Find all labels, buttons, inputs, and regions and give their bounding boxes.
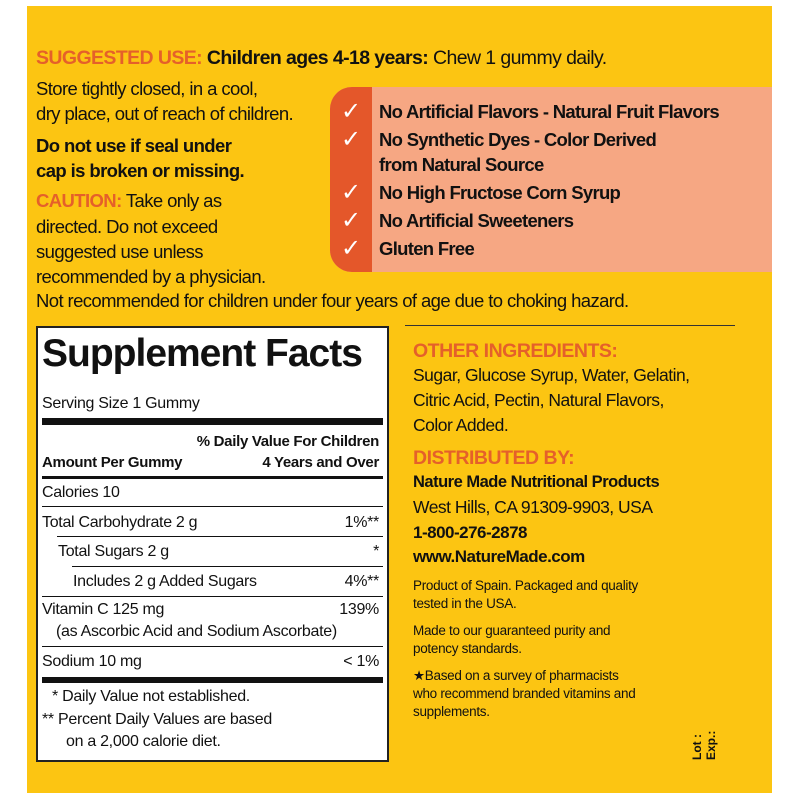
row-sugars-dv: * xyxy=(373,543,379,560)
footnote-1: * Daily Value not established. xyxy=(52,688,250,705)
ingredients-label: OTHER INGREDIENTS: xyxy=(413,340,618,362)
footnote-2: ** Percent Daily Values are based xyxy=(42,711,272,728)
claims-box: ✓ ✓ ✓ ✓ ✓ No Artificial Flavors - Natura… xyxy=(330,87,772,272)
purity-line: potency standards. xyxy=(413,641,522,656)
claim-item-cont: from Natural Source xyxy=(379,154,544,175)
lot-label: Lot : xyxy=(690,734,704,760)
seal-warning-2: cap is broken or missing. xyxy=(36,160,245,181)
caution-line-1: CAUTION: Take only as xyxy=(36,190,222,212)
suggested-use: SUGGESTED USE: Children ages 4-18 years:… xyxy=(36,47,607,70)
phone-number: 1-800-276-2878 xyxy=(413,523,527,542)
divider-line xyxy=(405,325,735,326)
store-line-2: dry place, out of reach of children. xyxy=(36,103,294,124)
row-vitamin-c-source: (as Ascorbic Acid and Sodium Ascorbate) xyxy=(56,623,337,640)
lot-exp-stamp: Lot : Exp.: xyxy=(690,731,718,760)
company-name: Nature Made Nutritional Products xyxy=(413,473,660,491)
claim-item: No Artificial Flavors - Natural Fruit Fl… xyxy=(379,101,720,122)
thick-divider xyxy=(42,677,383,683)
row-vitamin-c-dv: 139% xyxy=(339,601,379,618)
row-calories: Calories 10 xyxy=(42,484,120,501)
divider xyxy=(42,476,383,479)
ingredients-line: Color Added. xyxy=(413,415,509,435)
row-sugars: Total Sugars 2 g xyxy=(58,543,169,560)
website: www.NatureMade.com xyxy=(413,547,585,566)
store-line-1: Store tightly closed, in a cool, xyxy=(36,78,258,99)
suggested-use-text: Chew 1 gummy daily. xyxy=(432,47,607,69)
claim-item: No High Fructose Corn Syrup xyxy=(379,182,621,203)
row-carbohydrate-dv: 1%** xyxy=(344,514,380,531)
thick-divider xyxy=(42,418,383,425)
caution-text: Take only as xyxy=(125,190,222,211)
caution-label: CAUTION: xyxy=(36,190,122,211)
company-address: West Hills, CA 91309-9903, USA xyxy=(413,497,653,517)
survey-line: who recommend branded vitamins and xyxy=(413,686,636,701)
claim-item: No Synthetic Dyes - Color Derived xyxy=(379,129,657,150)
checkmark-icon: ✓ xyxy=(341,125,362,153)
caution-line-3: suggested use unless xyxy=(36,241,204,262)
row-added-sugars-dv: 4%** xyxy=(344,573,380,590)
checkmark-icon: ✓ xyxy=(341,178,362,206)
ingredients-line: Citric Acid, Pectin, Natural Flavors, xyxy=(413,390,664,410)
suggested-use-age: Children ages 4-18 years: xyxy=(206,47,429,69)
survey-line: ★Based on a survey of pharmacists xyxy=(413,668,619,683)
divider xyxy=(57,536,383,537)
footnote-3: on a 2,000 calorie diet. xyxy=(66,733,221,750)
row-sodium-dv: < 1% xyxy=(343,653,379,670)
caution-line-4: recommended by a physician. xyxy=(36,266,266,287)
serving-size: Serving Size 1 Gummy xyxy=(42,395,200,412)
row-sodium: Sodium 10 mg xyxy=(42,653,142,670)
distributed-label: DISTRIBUTED BY: xyxy=(413,447,575,469)
claim-item: Gluten Free xyxy=(379,238,475,259)
row-vitamin-c: Vitamin C 125 mg xyxy=(42,601,165,618)
row-carbohydrate: Total Carbohydrate 2 g xyxy=(42,514,198,531)
claims-strip xyxy=(330,87,372,272)
checkmark-icon: ✓ xyxy=(341,206,362,234)
origin-line: Product of Spain. Packaged and quality xyxy=(413,578,639,593)
divider xyxy=(42,646,383,647)
claim-item: No Artificial Sweeteners xyxy=(379,210,574,231)
caution-line-2: directed. Do not exceed xyxy=(36,216,218,237)
origin-line: tested in the USA. xyxy=(413,596,517,611)
divider xyxy=(42,506,383,507)
dv-header-2: 4 Years and Over xyxy=(262,454,379,471)
suggested-use-label: SUGGESTED USE: xyxy=(36,47,203,69)
exp-label: Exp.: xyxy=(704,730,718,760)
amount-header: Amount Per Gummy xyxy=(42,454,183,471)
seal-warning-1: Do not use if seal under xyxy=(36,135,232,156)
survey-line: supplements. xyxy=(413,704,490,719)
row-added-sugars: Includes 2 g Added Sugars xyxy=(73,573,257,590)
divider xyxy=(42,596,383,597)
dv-header-1: % Daily Value For Children xyxy=(196,433,380,450)
checkmark-icon: ✓ xyxy=(341,234,362,262)
checkmark-icon: ✓ xyxy=(341,97,362,125)
purity-line: Made to our guaranteed purity and xyxy=(413,623,611,638)
supplement-facts-panel: Supplement Facts Serving Size 1 Gummy % … xyxy=(36,326,389,762)
choking-warning: Not recommended for children under four … xyxy=(36,290,629,311)
facts-title: Supplement Facts xyxy=(42,332,363,375)
divider xyxy=(72,566,383,567)
ingredients-line: Sugar, Glucose Syrup, Water, Gelatin, xyxy=(413,365,690,385)
